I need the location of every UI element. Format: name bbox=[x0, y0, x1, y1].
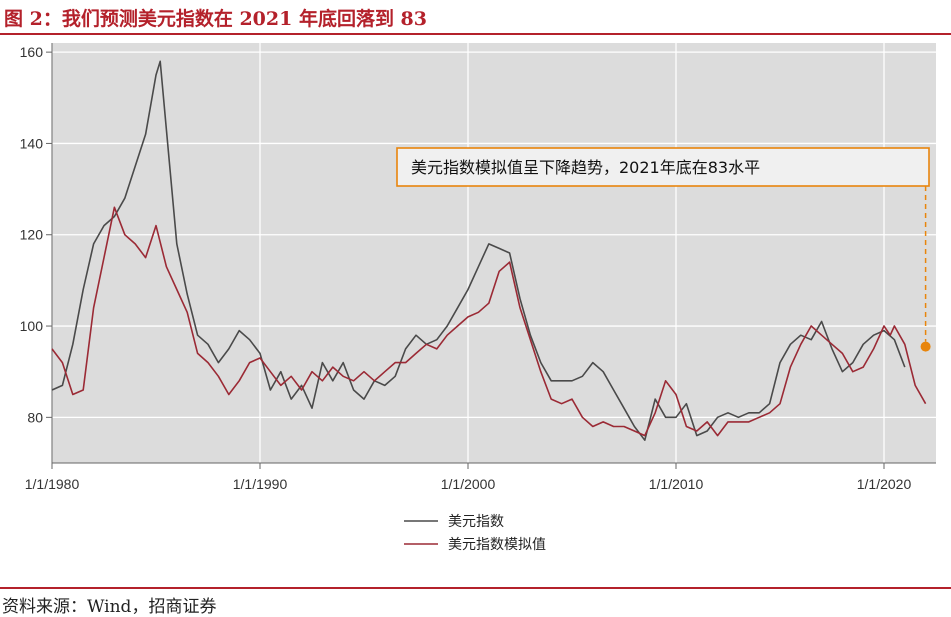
y-tick-label: 120 bbox=[20, 227, 44, 243]
x-tick-label: 1/1/1980 bbox=[25, 476, 80, 492]
y-tick-label: 80 bbox=[27, 409, 43, 425]
series-lines bbox=[51, 60, 927, 442]
y-tick-label: 160 bbox=[20, 44, 44, 60]
annotation-text: 美元指数模拟值呈下降趋势，2021年底在83水平 bbox=[411, 158, 760, 177]
x-tick-label: 1/1/2020 bbox=[857, 476, 912, 492]
legend-label-1: 美元指数 bbox=[448, 514, 504, 530]
annotation: 美元指数模拟值呈下降趋势，2021年底在83水平 bbox=[396, 147, 931, 352]
legend-label-2: 美元指数模拟值 bbox=[448, 537, 546, 553]
figure-title: 图 2：我们预测美元指数在 2021 年底回落到 83 bbox=[4, 8, 428, 30]
source-rule bbox=[0, 587, 951, 589]
x-tick-label: 1/1/2000 bbox=[441, 476, 496, 492]
plot-area bbox=[52, 43, 936, 463]
x-tick-label: 1/1/1990 bbox=[233, 476, 288, 492]
annotation-box bbox=[396, 147, 930, 187]
title-rule bbox=[0, 33, 951, 35]
axes: 80 100 120 140 160 1/1/1980 1/1/1990 1/1/2000 1/… bbox=[20, 43, 936, 492]
y-tick-label: 100 bbox=[20, 318, 44, 334]
series-line-1 bbox=[51, 60, 906, 442]
source-note: 资料来源：Wind，招商证券 bbox=[2, 597, 217, 617]
series-line-2 bbox=[51, 206, 927, 437]
x-tick-label: 1/1/2010 bbox=[649, 476, 704, 492]
y-tick-label: 140 bbox=[20, 135, 44, 151]
line-chart: 80 100 120 140 160 1/1/1980 1/1/1990 1/1/2000 1/… bbox=[20, 43, 936, 553]
annotation-point bbox=[920, 341, 931, 352]
